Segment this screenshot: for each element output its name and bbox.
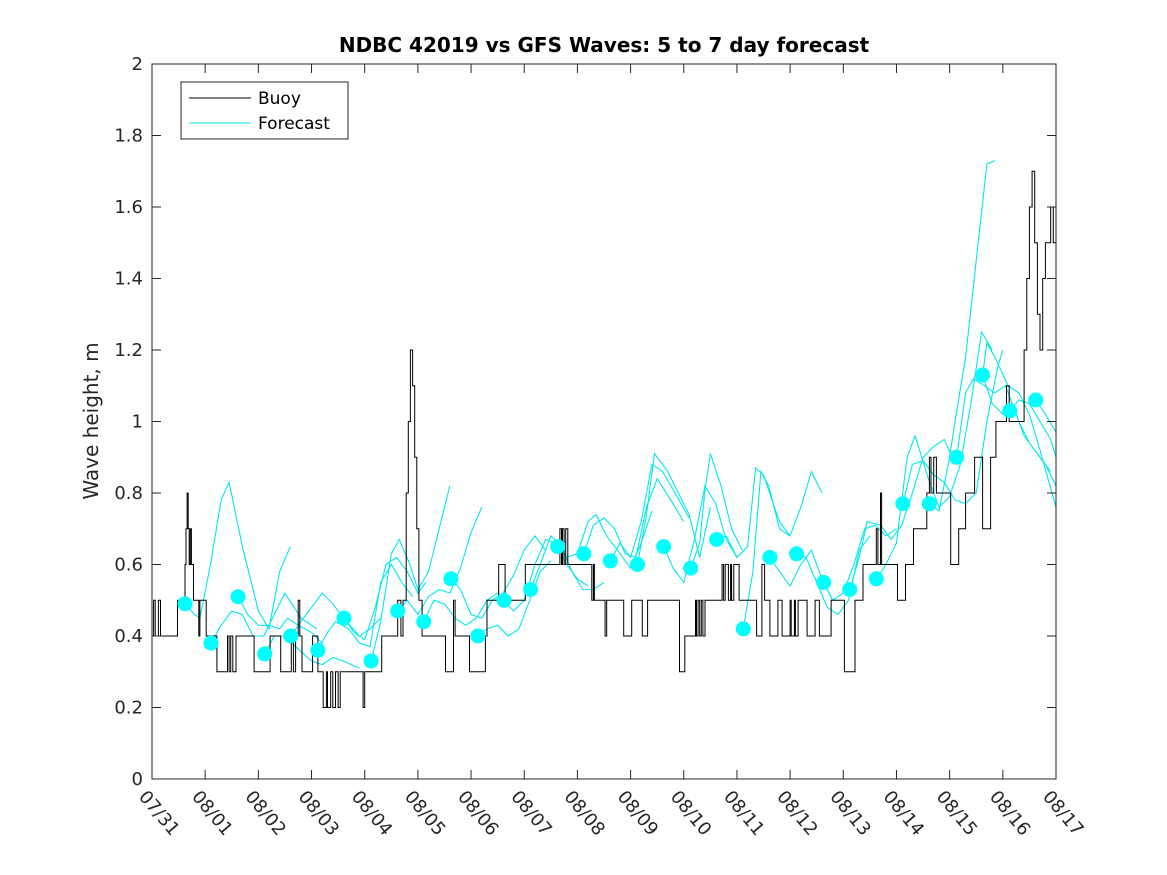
chart-title: NDBC 42019 vs GFS Waves: 5 to 7 day fore… bbox=[339, 33, 870, 57]
x-tick-label: 08/11 bbox=[719, 787, 768, 840]
forecast-marker-23 bbox=[789, 546, 804, 562]
buoy-line bbox=[152, 170, 1056, 708]
x-tick-label: 08/05 bbox=[400, 787, 449, 840]
forecast-marker-30 bbox=[975, 367, 991, 383]
forecast-line-24 bbox=[823, 524, 897, 602]
x-tick-label: 07/31 bbox=[134, 787, 183, 840]
y-tick-label: 0 bbox=[132, 769, 143, 790]
forecast-line-20 bbox=[716, 466, 791, 559]
y-tick-label: 0.6 bbox=[114, 555, 143, 576]
forecast-marker-6 bbox=[336, 610, 352, 626]
x-tick-label: 08/14 bbox=[879, 787, 928, 840]
y-tick-label: 1.8 bbox=[114, 126, 143, 147]
forecast-marker-19 bbox=[683, 560, 699, 576]
forecast-marker-20 bbox=[709, 532, 725, 547]
forecast-marker-21 bbox=[735, 621, 751, 637]
x-tick-label: 08/06 bbox=[453, 787, 502, 840]
forecast-line-25 bbox=[849, 438, 953, 590]
forecast-marker-7 bbox=[363, 653, 379, 669]
forecast-marker-10 bbox=[443, 571, 459, 587]
forecast-line-33 bbox=[982, 341, 1056, 508]
y-tick-label: 1.4 bbox=[114, 269, 143, 290]
y-tick-label: 1.6 bbox=[114, 197, 143, 218]
forecast-line-16 bbox=[609, 463, 690, 562]
y-tick-label: 0.8 bbox=[114, 483, 143, 504]
forecast-line-2 bbox=[237, 596, 323, 644]
forecast-marker-3 bbox=[257, 646, 273, 662]
forecast-line-4 bbox=[290, 592, 382, 637]
forecast-line-5 bbox=[317, 563, 414, 651]
forecast-marker-2 bbox=[230, 589, 246, 605]
forecast-line-11 bbox=[477, 560, 552, 637]
forecast-marker-27 bbox=[895, 496, 911, 512]
x-tick-label: 08/17 bbox=[1038, 787, 1087, 840]
forecast-marker-26 bbox=[868, 571, 884, 587]
forecast-line-0 bbox=[184, 480, 291, 631]
x-tick-label: 08/13 bbox=[825, 787, 874, 840]
forecast-marker-15 bbox=[576, 546, 592, 562]
forecast-marker-12 bbox=[496, 592, 512, 608]
forecast-marker-13 bbox=[523, 582, 539, 597]
legend-label-buoy: Buoy bbox=[258, 89, 301, 109]
forecast-line-21 bbox=[742, 469, 823, 629]
forecast-marker-1 bbox=[203, 635, 219, 651]
forecast-marker-5 bbox=[310, 642, 326, 658]
forecast-marker-11 bbox=[470, 628, 486, 644]
x-tick-label: 08/01 bbox=[187, 787, 236, 840]
legend-box bbox=[180, 81, 349, 140]
forecast-marker-9 bbox=[416, 614, 432, 630]
forecast-line-18 bbox=[663, 484, 738, 584]
y-axis-label: Wave height, m bbox=[79, 342, 103, 499]
forecast-marker-18 bbox=[656, 539, 672, 555]
forecast-line-6 bbox=[343, 556, 427, 641]
forecast-marker-28 bbox=[921, 496, 937, 512]
x-tick-label: 08/04 bbox=[347, 787, 396, 840]
legend-label-forecast: Forecast bbox=[258, 114, 330, 134]
forecast-line-31 bbox=[1009, 399, 1056, 458]
y-tick-label: 1 bbox=[132, 412, 143, 433]
x-tick-label: 08/12 bbox=[772, 787, 821, 840]
forecast-line-7 bbox=[370, 485, 451, 662]
forecast-line-28 bbox=[929, 159, 996, 512]
forecast-marker-14 bbox=[550, 539, 566, 555]
x-tick-label: 08/08 bbox=[560, 787, 609, 840]
y-tick-label: 0.4 bbox=[114, 626, 143, 647]
forecast-line-23 bbox=[796, 535, 871, 616]
forecast-marker-32 bbox=[1028, 392, 1044, 408]
x-tick-label: 08/02 bbox=[241, 787, 290, 840]
y-tick-label: 2 bbox=[132, 54, 143, 75]
x-tick-label: 08/07 bbox=[506, 787, 555, 840]
forecast-marker-0 bbox=[177, 596, 193, 612]
x-tick-label: 08/15 bbox=[932, 787, 981, 840]
forecast-marker-29 bbox=[949, 449, 965, 465]
forecast-line-17 bbox=[636, 452, 711, 565]
x-tick-label: 08/09 bbox=[613, 787, 662, 840]
forecast-marker-25 bbox=[842, 582, 858, 597]
forecast-line-26 bbox=[875, 330, 993, 580]
forecast-marker-24 bbox=[816, 574, 832, 590]
forecast-line-27 bbox=[902, 349, 1004, 505]
legend: Buoy Forecast bbox=[180, 81, 349, 140]
forecast-line-9 bbox=[423, 592, 498, 626]
x-tick-label: 08/03 bbox=[294, 787, 343, 840]
x-tick-label: 08/16 bbox=[985, 787, 1034, 840]
forecast-marker-4 bbox=[283, 628, 299, 644]
x-tick-label: 08/10 bbox=[666, 787, 715, 840]
forecast-line-8 bbox=[397, 507, 483, 616]
forecast-marker-17 bbox=[630, 557, 645, 572]
forecast-line-19 bbox=[690, 453, 743, 569]
forecast-marker-22 bbox=[762, 549, 778, 565]
forecast-marker-8 bbox=[390, 603, 406, 619]
forecast-marker-16 bbox=[602, 553, 618, 569]
forecast-marker-31 bbox=[1002, 403, 1018, 419]
y-tick-label: 1.2 bbox=[114, 340, 143, 361]
y-tick-label: 0.2 bbox=[114, 698, 143, 719]
forecast-line-1 bbox=[210, 591, 318, 644]
